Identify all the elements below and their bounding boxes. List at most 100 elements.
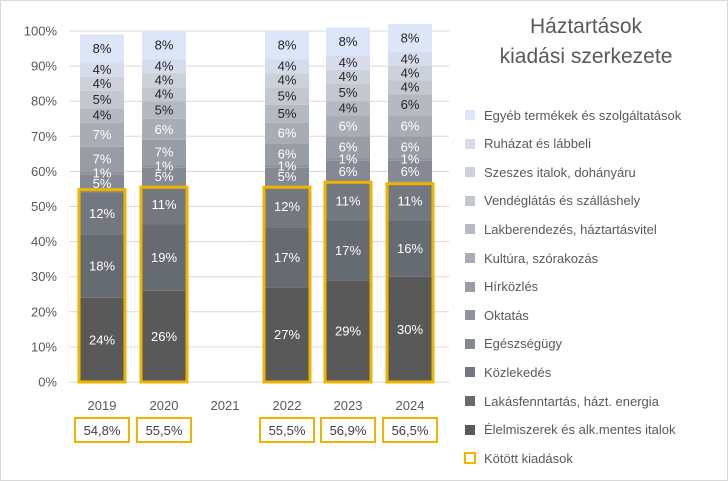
segment-label: 4% <box>339 101 358 116</box>
segment-label: 4% <box>93 62 112 77</box>
bound-expenditure-value-box: 55,5% <box>136 417 192 443</box>
segment-label: 5% <box>93 92 112 107</box>
bar-segment <box>142 118 186 140</box>
legend-swatch <box>465 195 475 206</box>
y-tick-label: 80% <box>31 94 57 109</box>
segment-data-labels: 24%18%12%5%1%7%7%4%5%4%4%8%26%19%11%5%1%… <box>89 31 423 348</box>
bar-segment <box>265 104 309 123</box>
segment-label: 7% <box>93 152 112 167</box>
segment-label: 4% <box>155 73 174 88</box>
bar-segment <box>326 136 370 158</box>
x-tick-label: 2023 <box>334 398 363 413</box>
segment-label: 19% <box>151 250 177 265</box>
bar-segment <box>326 181 370 221</box>
segment-label: 4% <box>155 87 174 102</box>
bar-segment <box>142 87 186 102</box>
segment-label: 1% <box>155 159 174 174</box>
legend-swatch <box>465 167 475 178</box>
bar-segment <box>80 174 124 193</box>
bar-segment <box>326 55 370 70</box>
bar-segment <box>142 31 186 60</box>
bar-segment <box>326 280 370 382</box>
bound-expenditure-outline <box>385 182 435 384</box>
segment-label: 30% <box>397 322 423 337</box>
bar-segment <box>326 69 370 84</box>
segment-label: 4% <box>93 76 112 91</box>
segment-label: 5% <box>155 169 174 184</box>
bar-segment <box>326 83 370 102</box>
segment-label: 11% <box>397 194 422 209</box>
bound-expenditure-outlines <box>77 180 435 384</box>
segment-label: 4% <box>278 73 297 88</box>
bound-expenditure-value-box: 54,8% <box>74 417 130 443</box>
segment-label: 8% <box>401 31 420 46</box>
x-tick-label: 2022 <box>273 398 302 413</box>
legend-swatch <box>465 338 475 349</box>
segment-label: 6% <box>339 118 358 133</box>
segment-label: 12% <box>274 199 300 214</box>
segment-label: 4% <box>401 66 420 81</box>
segment-label: 6% <box>401 118 420 133</box>
segment-label: 6% <box>339 139 358 154</box>
bar-segment <box>388 23 432 53</box>
bar-segment <box>142 224 186 291</box>
gridlines <box>69 30 449 383</box>
segment-label: 4% <box>278 59 297 74</box>
segment-label: 12% <box>89 206 115 221</box>
bar-segment <box>326 115 370 137</box>
segment-label: 24% <box>89 332 115 347</box>
legend-label: Közlekedés <box>484 364 552 380</box>
segment-label: 5% <box>93 176 112 191</box>
bar-segment <box>142 290 186 382</box>
legend-item: Lakásfenntartás, házt. energia <box>465 391 659 411</box>
y-tick-label: 30% <box>31 269 57 284</box>
bar-segment <box>326 157 370 161</box>
bar-segment <box>326 27 370 56</box>
y-tick-label: 20% <box>31 304 57 319</box>
bar-segment <box>265 185 309 228</box>
legend-label: Vendéglátás és szálláshely <box>484 193 641 209</box>
legend-swatch <box>465 367 475 378</box>
segment-label: 16% <box>397 241 423 256</box>
bar-segment <box>388 80 432 95</box>
y-tick-label: 70% <box>31 129 57 144</box>
segment-label: 11% <box>335 194 360 209</box>
legend-label: Oktatás <box>484 307 529 323</box>
legend-swatch <box>465 253 475 263</box>
legend-label: Kultúra, szórakozás <box>484 250 599 266</box>
bar-segment <box>265 122 309 144</box>
bar-segment <box>265 31 309 60</box>
segment-label: 4% <box>339 69 358 84</box>
y-tick-label: 50% <box>31 199 57 214</box>
bar-segment <box>80 192 124 235</box>
bar-segment <box>388 181 432 221</box>
legend-item: Közlekedés <box>465 362 551 382</box>
legend-label: Ruházat és lábbeli <box>484 136 591 152</box>
y-tick-label: 100% <box>24 24 58 39</box>
bar-segment <box>388 136 432 158</box>
legend-item: Egészségügy <box>465 334 562 354</box>
bar-segment <box>80 234 124 298</box>
segment-label: 17% <box>335 243 361 258</box>
legend-item: Ruházat és lábbeli <box>465 134 591 154</box>
legend-item: Szeszes italok, dohányáru <box>465 162 636 182</box>
bar-segment <box>388 115 432 137</box>
legend-label: Hírközlés <box>484 279 539 295</box>
legend-swatch-outline <box>464 452 476 465</box>
legend-label: Élelmiszerek és alk.mentes italok <box>484 422 676 438</box>
bar-segment <box>265 143 309 165</box>
bound-expenditure-value-box: 56,5% <box>382 417 438 443</box>
legend-label: Egyéb termékek és szolgáltatások <box>484 107 682 123</box>
bar-segments <box>80 23 432 382</box>
bound-expenditure-value-box: 56,9% <box>320 417 376 443</box>
legend-swatch <box>465 224 475 235</box>
segment-label: 7% <box>155 145 174 160</box>
segment-label: 26% <box>151 329 177 344</box>
segment-label: 6% <box>278 125 297 140</box>
bar-segment <box>265 73 309 88</box>
bar-segment <box>142 185 186 225</box>
bar-segment <box>388 66 432 81</box>
segment-label: 1% <box>278 159 297 174</box>
